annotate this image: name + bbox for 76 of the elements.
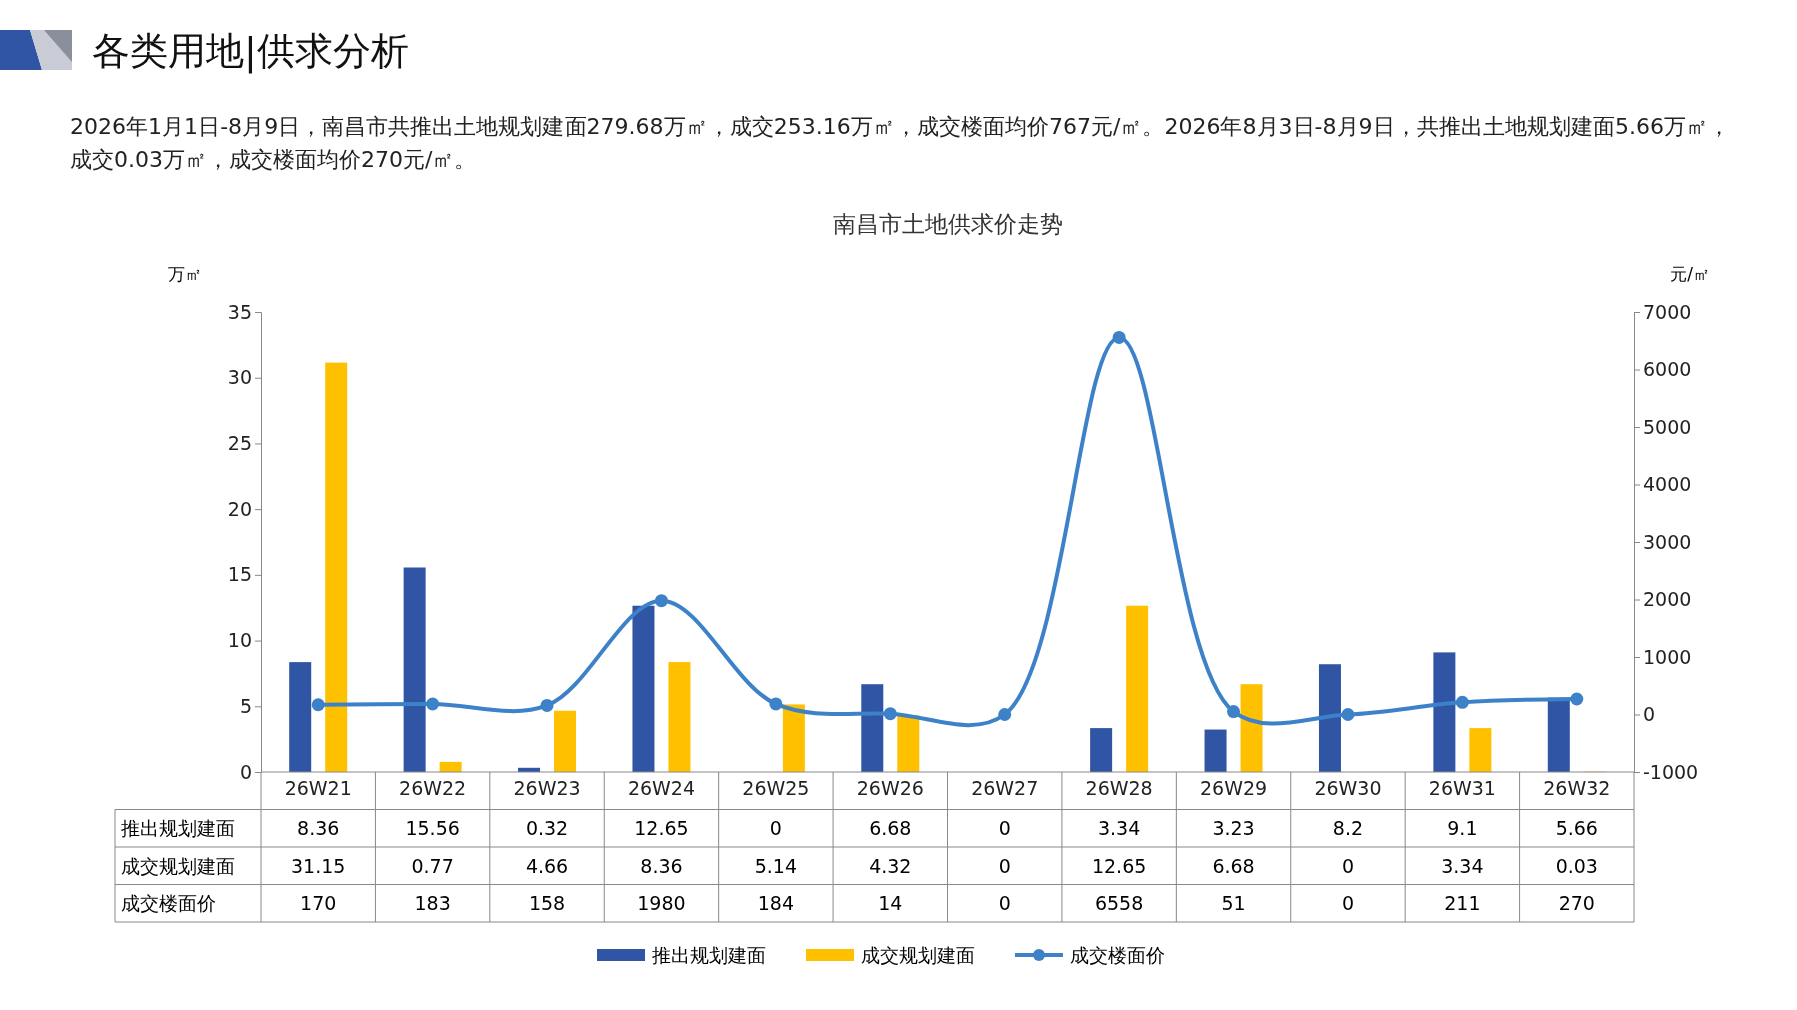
data-label: 14 [878, 892, 903, 915]
data-label: 0 [998, 892, 1011, 915]
data-label: 3.34 [1097, 817, 1141, 840]
data-label: 8.36 [640, 854, 683, 877]
data-label: 0.77 [411, 854, 454, 877]
data-label: 158 [528, 892, 566, 915]
data-label: 0 [1341, 892, 1355, 915]
data-label: 6558 [1094, 892, 1144, 915]
y-tick-label: 20 [227, 497, 252, 520]
data-label: 12.65 [634, 817, 689, 840]
y-tick-label: 5 [239, 694, 252, 717]
data-label: 12.65 [1091, 854, 1147, 877]
data-label: 8.36 [297, 817, 340, 840]
data-label: 0 [998, 854, 1011, 877]
data-label: 31.15 [291, 854, 346, 877]
y-tick-label: 15 [227, 563, 252, 586]
data-label: 9.1 [1447, 817, 1478, 840]
y2-tick-label: 0 [1643, 703, 1656, 726]
y2-tick-label: 1000 [1643, 645, 1692, 668]
y2-tick-label: 6000 [1643, 358, 1692, 381]
data-label: 8.2 [1332, 817, 1364, 840]
data-label: 0.03 [1555, 854, 1598, 877]
x-tick-label: 26W27 [971, 777, 1039, 800]
x-tick-label: 26W26 [856, 777, 924, 800]
y2-tick-label: 5000 [1643, 415, 1692, 438]
y-tick-label: 30 [227, 366, 252, 389]
legend-label: 推出规划建面 [652, 944, 766, 966]
y-axis-title: 万㎡ [168, 264, 202, 284]
y2-tick-label: 7000 [1643, 300, 1692, 323]
data-label: 6.68 [869, 817, 912, 840]
x-tick-label: 26W25 [742, 777, 810, 800]
data-label: 4.66 [525, 854, 569, 877]
data-label: 3.34 [1441, 854, 1484, 877]
y-tick-label: 35 [227, 300, 252, 323]
data-label: 211 [1444, 892, 1481, 915]
data-label: 5.66 [1555, 817, 1598, 840]
x-tick-label: 26W21 [284, 777, 352, 800]
data-label: 0 [769, 817, 782, 840]
x-tick-label: 26W32 [1543, 777, 1611, 800]
y2-tick-label: -1000 [1643, 760, 1699, 783]
data-label: 6.68 [1212, 854, 1255, 877]
data-label: 1980 [637, 892, 686, 915]
legend-label: 成交规划建面 [861, 944, 975, 966]
data-label: 170 [300, 892, 337, 915]
data-label: 0 [1341, 854, 1355, 877]
data-label: 51 [1221, 892, 1246, 915]
data-label: 0.32 [525, 817, 569, 840]
data-label: 270 [1558, 892, 1595, 915]
x-tick-label: 26W23 [513, 777, 581, 800]
y2-tick-label: 3000 [1643, 530, 1692, 553]
y-tick-label: 10 [227, 629, 252, 652]
x-tick-label: 26W28 [1085, 777, 1153, 800]
text: 成交规划建面 [121, 854, 235, 877]
data-label: 3.23 [1212, 817, 1255, 840]
x-tick-label: 26W29 [1199, 777, 1268, 800]
y-tick-label: 25 [227, 432, 252, 455]
y2-tick-label: 4000 [1643, 473, 1692, 496]
x-tick-label: 26W30 [1314, 777, 1382, 800]
data-label: 4.32 [869, 854, 912, 877]
y2-tick-label: 2000 [1643, 588, 1692, 611]
text: 推出规划建面 [121, 817, 235, 840]
data-label: 5.14 [754, 854, 798, 877]
data-label: 184 [757, 892, 795, 915]
data-label: 0 [998, 817, 1011, 840]
text: 成交楼面价 [121, 892, 216, 915]
y-tick-label: 0 [239, 760, 252, 783]
text: 2026年1月1日-8月9日，南昌市共推出土地规划建面279.68万㎡，成交253.16万㎡，成交楼面均价767元/㎡。2026年8月3日-8月9日，共推出土地规划建面5.66万㎡，成交0.03万㎡，成交楼面均价270元/㎡。 [70, 113, 1730, 174]
chart-title: 南昌市土地供求价走势 [832, 211, 1063, 237]
data-label: 15.56 [405, 817, 460, 840]
x-tick-label: 26W24 [627, 777, 696, 800]
chart-subtitle: 各类用地|供求分析 [92, 29, 409, 74]
y2-axis-title: 元/㎡ [1670, 264, 1710, 284]
legend-label: 成交楼面价 [1070, 944, 1165, 966]
x-tick-label: 26W31 [1428, 777, 1496, 800]
data-label: 183 [414, 892, 451, 915]
x-tick-label: 26W22 [399, 777, 467, 800]
